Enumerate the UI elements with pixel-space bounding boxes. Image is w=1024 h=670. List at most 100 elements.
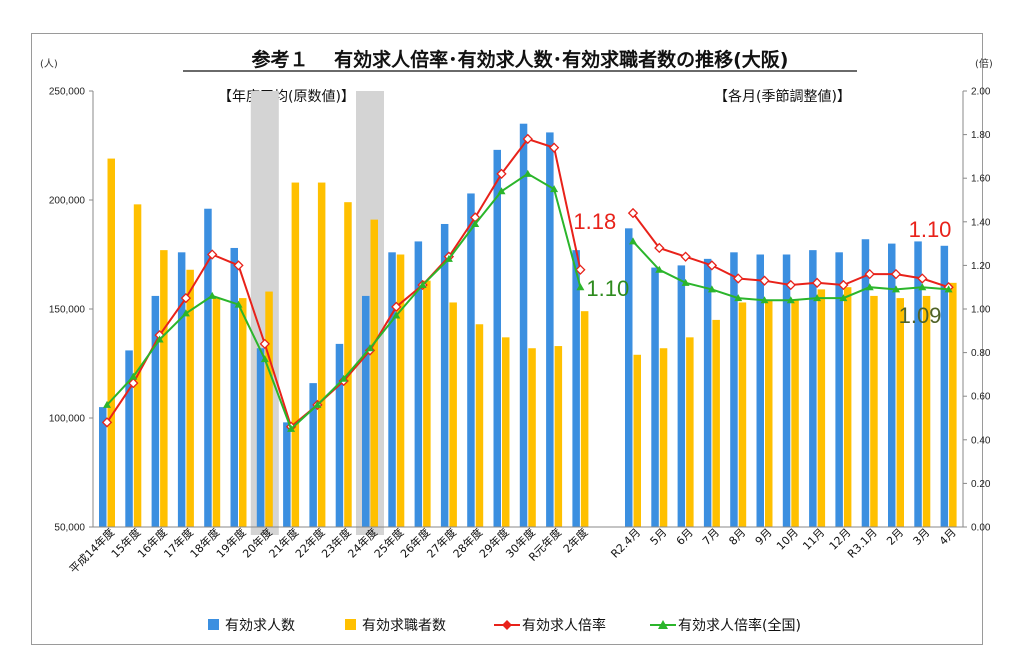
bar-job-openings xyxy=(809,250,817,527)
point-ratio-national xyxy=(918,283,927,291)
bar-job-openings xyxy=(756,254,764,527)
bar-job-openings xyxy=(651,267,659,527)
point-ratio-national xyxy=(260,355,269,363)
highlight-bands xyxy=(250,91,384,535)
bar-job-openings xyxy=(230,247,238,527)
point-ratio-osaka xyxy=(259,338,270,350)
point-ratio-national xyxy=(103,400,111,408)
x-tick-label: 10月 xyxy=(774,526,801,553)
highlight-band xyxy=(356,91,384,535)
point-ratio-osaka xyxy=(496,168,507,180)
annotation-label: 1.10 xyxy=(586,276,629,301)
bar-job-seekers xyxy=(922,295,931,527)
bar-job-openings xyxy=(861,239,870,528)
bar-job-openings xyxy=(177,252,186,527)
point-ratio-national xyxy=(839,294,848,302)
bar-job-seekers xyxy=(896,298,904,527)
point-ratio-national xyxy=(181,309,190,317)
point-ratio-national xyxy=(313,400,322,408)
point-ratio-osaka xyxy=(207,249,218,260)
point-ratio-osaka xyxy=(101,417,113,428)
annotation-label: 1.09 xyxy=(899,303,942,328)
point-ratio-national xyxy=(734,294,743,302)
x-tick-label: 8月 xyxy=(726,526,748,548)
point-ratio-national xyxy=(576,283,585,291)
bar-job-seekers xyxy=(107,158,115,527)
right-axis-tick-label: 1.20 xyxy=(971,261,991,272)
bar-job-seekers xyxy=(554,346,563,527)
legend-swatch-job-openings xyxy=(208,619,219,630)
point-ratio-national xyxy=(129,372,138,380)
point-ratio-national xyxy=(418,281,427,289)
point-ratio-osaka xyxy=(890,268,902,280)
point-ratio-osaka xyxy=(548,142,560,153)
point-ratio-national xyxy=(208,291,217,299)
x-tick-label: 5月 xyxy=(648,526,670,548)
annotation-label: 1.10 xyxy=(909,217,952,242)
right-axis-tick-label: 0.80 xyxy=(971,348,991,359)
bar-job-seekers xyxy=(317,182,326,527)
point-ratio-national xyxy=(786,296,795,304)
bar-job-seekers xyxy=(949,282,957,527)
bar-job-openings xyxy=(309,383,317,527)
point-ratio-osaka xyxy=(575,264,586,275)
bar-job-seekers xyxy=(659,348,668,527)
point-ratio-national xyxy=(444,254,453,262)
point-ratio-national xyxy=(655,265,664,273)
bar-job-seekers xyxy=(791,300,799,527)
right-axis-tick-label: 1.60 xyxy=(971,174,991,185)
point-ratio-national xyxy=(155,335,164,343)
bar-job-openings xyxy=(546,132,554,528)
bar-job-openings xyxy=(677,265,686,527)
legend-label-ratio-national: 有効求人倍率(全国) xyxy=(678,617,801,634)
x-tick-label: 4月 xyxy=(937,526,959,548)
left-axis-tick-label: 200,000 xyxy=(49,196,86,207)
point-ratio-osaka xyxy=(811,277,823,289)
bar-job-openings xyxy=(335,343,344,527)
right-axis-tick-label: 1.40 xyxy=(971,217,991,228)
x-tick-label: 7月 xyxy=(700,526,722,548)
bar-job-openings xyxy=(888,243,896,527)
right-axis-tick-label: 1.80 xyxy=(971,130,991,141)
left-axis-tick-label: 150,000 xyxy=(49,305,86,316)
point-ratio-osaka xyxy=(759,275,770,286)
bar-job-seekers xyxy=(344,202,352,527)
bar-job-openings xyxy=(572,250,580,527)
bar-job-openings xyxy=(99,407,107,527)
point-ratio-osaka xyxy=(706,260,718,271)
point-ratio-national xyxy=(550,185,559,193)
bar-job-openings xyxy=(467,193,475,527)
point-ratio-national xyxy=(681,278,690,286)
point-ratio-national xyxy=(813,294,822,302)
left-axis-tick-label: 100,000 xyxy=(49,414,86,425)
legend: 有効求人数 有効求職者数 有効求人倍率 有効求人倍率(全国) xyxy=(208,617,801,634)
point-ratio-national xyxy=(523,169,532,177)
point-ratio-osaka xyxy=(654,242,665,254)
legend-label-job-seekers: 有効求職者数 xyxy=(362,618,446,634)
bar-job-seekers xyxy=(370,219,378,527)
point-ratio-osaka xyxy=(470,212,481,223)
point-ratio-osaka xyxy=(733,273,744,284)
bar-job-seekers xyxy=(712,319,720,527)
left-axis-tick-label: 250,000 xyxy=(49,87,86,98)
bar-job-seekers xyxy=(291,182,300,527)
legend-label-ratio-osaka: 有効求人倍率 xyxy=(522,617,606,634)
legend-swatch-job-seekers xyxy=(345,619,356,630)
point-ratio-national xyxy=(497,187,506,195)
right-axis-tick-label: 0.00 xyxy=(971,523,991,534)
left-axis-unit: (人) xyxy=(40,58,58,70)
bar-job-openings xyxy=(151,295,160,527)
bar-job-openings xyxy=(204,208,212,527)
x-tick-label: 6月 xyxy=(674,526,696,548)
point-ratio-national xyxy=(892,285,900,293)
bar-job-seekers xyxy=(738,302,747,527)
x-ticks: 平成14年度15年度16年度17年度18年度19年度20年度21年度22年度23… xyxy=(66,525,959,576)
right-axis-tick-label: 0.40 xyxy=(971,435,991,446)
legend-marker-ratio-osaka xyxy=(502,620,512,630)
bar-job-seekers xyxy=(160,250,168,527)
point-ratio-osaka xyxy=(864,268,875,280)
point-ratio-osaka xyxy=(627,207,639,219)
bar-job-openings xyxy=(283,422,291,527)
bar-job-openings xyxy=(493,149,501,528)
